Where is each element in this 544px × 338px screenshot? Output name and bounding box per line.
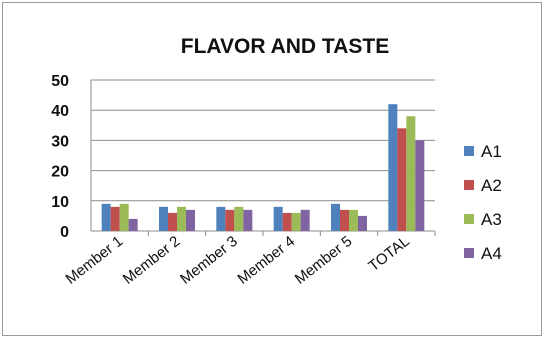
y-tick-label: 50 bbox=[51, 73, 69, 90]
x-tick-label: Member 2 bbox=[120, 233, 184, 288]
legend-swatch-a4 bbox=[464, 248, 474, 258]
bar-a4-member-4 bbox=[300, 209, 310, 231]
legend: A1 A2 A3 A4 bbox=[464, 142, 502, 263]
bars bbox=[101, 104, 425, 231]
bar-a3-member-1 bbox=[119, 203, 129, 231]
legend-label-a2: A2 bbox=[481, 176, 502, 195]
bar-a2-total bbox=[397, 128, 407, 231]
legend-swatch-a2 bbox=[464, 180, 474, 190]
x-tick-label: TOTAL bbox=[365, 233, 412, 275]
bar-a1-member-2 bbox=[159, 206, 168, 231]
bar-a3-member-3 bbox=[234, 206, 244, 231]
bar-a2-member-5 bbox=[340, 209, 349, 231]
x-tick-label: Member 1 bbox=[62, 233, 126, 288]
legend-swatch-a1 bbox=[464, 146, 474, 156]
y-tick-label: 40 bbox=[51, 103, 69, 120]
gridlines bbox=[91, 79, 435, 202]
bar-a4-member-2 bbox=[186, 209, 195, 231]
y-tick-label: 20 bbox=[51, 164, 69, 181]
bar-a3-total bbox=[406, 116, 416, 231]
bar-a4-member-1 bbox=[128, 218, 138, 231]
legend-label-a4: A4 bbox=[481, 244, 502, 263]
bar-a1-member-3 bbox=[216, 206, 226, 231]
y-tick-label: 0 bbox=[60, 224, 69, 241]
y-tick-label: 10 bbox=[51, 194, 69, 211]
axes bbox=[90, 80, 436, 236]
bar-a4-total bbox=[415, 140, 425, 231]
bar-a1-member-4 bbox=[273, 206, 283, 231]
bar-a1-member-5 bbox=[331, 203, 340, 231]
bar-a2-member-3 bbox=[225, 209, 235, 231]
bar-a4-member-5 bbox=[358, 215, 367, 231]
bar-a3-member-2 bbox=[177, 206, 186, 231]
bar-a2-member-2 bbox=[168, 212, 177, 231]
x-tick-label: Member 3 bbox=[177, 233, 241, 288]
bar-a2-member-4 bbox=[282, 212, 292, 231]
chart-title: FLAVOR AND TASTE bbox=[181, 35, 389, 58]
legend-swatch-a3 bbox=[464, 214, 474, 224]
x-tick-label: Member 4 bbox=[234, 233, 298, 288]
legend-label-a3: A3 bbox=[481, 210, 502, 229]
bar-a3-member-5 bbox=[349, 209, 358, 231]
bar-a3-member-4 bbox=[291, 212, 301, 231]
legend-label-a1: A1 bbox=[481, 142, 502, 161]
bar-a1-member-1 bbox=[101, 203, 111, 231]
bar-a2-member-1 bbox=[110, 206, 120, 231]
x-tick-label: Member 5 bbox=[292, 233, 356, 288]
y-tick-labels: 0 10 20 30 40 50 bbox=[51, 73, 69, 241]
bar-a4-member-3 bbox=[243, 209, 253, 231]
bar-a1-total bbox=[388, 104, 398, 231]
y-tick-label: 30 bbox=[51, 133, 69, 150]
